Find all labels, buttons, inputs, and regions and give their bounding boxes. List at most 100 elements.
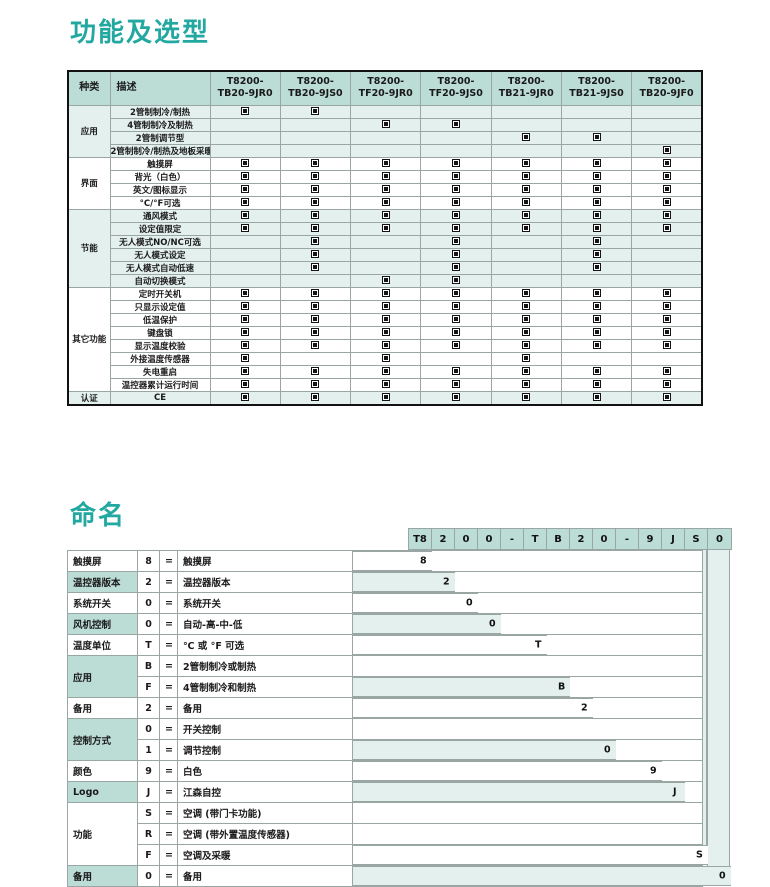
mark-cell-empty <box>631 117 703 132</box>
check-square-icon <box>311 302 320 310</box>
check-square-icon <box>381 172 390 180</box>
model-code-line2: TF20-9JS0 <box>429 88 483 100</box>
model-code-char-1: T8 <box>409 529 432 549</box>
mark-cell-supported <box>560 377 633 392</box>
mark-cell-empty <box>279 143 352 158</box>
mark-cell-empty <box>350 234 422 249</box>
naming-description: 4管制制冷和制热 <box>177 676 353 698</box>
naming-table-body: 触摸屏 8 = 触摸屏 8 温控器版本 2 = 温控器版本 2 系统开关 0 = 系统开关 0 风机控制 0 = 自… <box>67 550 731 887</box>
leader-line <box>353 635 547 655</box>
naming-equals: = <box>159 844 178 866</box>
table-row: 节能 通风模式 <box>67 208 703 288</box>
naming-code: 2 <box>137 697 160 719</box>
mark-cell-supported <box>350 273 422 288</box>
mark-cell-supported <box>350 195 422 210</box>
check-square-icon <box>241 211 250 219</box>
mark-cell-supported <box>560 169 633 184</box>
check-square-icon <box>241 107 250 115</box>
header-category: 种类 <box>67 70 111 106</box>
check-square-icon <box>241 380 250 388</box>
check-square-icon <box>311 185 320 193</box>
table-row: 其它功能 定时开关机 <box>67 286 703 392</box>
feature-description: °C/°F可选 <box>109 195 211 210</box>
mark-cell-empty <box>279 351 352 366</box>
mark-cell-supported <box>209 325 281 340</box>
mark-cell-supported <box>209 169 281 184</box>
check-square-icon <box>451 393 460 401</box>
leader-code-char: 0 <box>489 618 496 630</box>
naming-leader-cell: B <box>352 676 703 698</box>
naming-code: S <box>137 802 160 824</box>
check-square-icon <box>311 315 320 323</box>
feature-description: 无人模式设定 <box>109 247 211 262</box>
leader-code-char: 8 <box>420 555 427 567</box>
mark-cell-supported <box>560 364 633 379</box>
naming-label: 温控器版本 <box>67 571 138 593</box>
mark-cell-supported <box>490 351 562 366</box>
header-model-4: T8200- TF20-9JS0 <box>420 70 492 106</box>
features-table-body: 应用 2管制制冷/制热 4管制制冷及制热 2管制调节型 2管制制冷/制热及地板采暖 界面触… <box>67 104 703 405</box>
naming-label: 温度单位 <box>67 634 138 656</box>
naming-code: J <box>137 781 160 803</box>
check-square-icon <box>451 250 460 258</box>
check-square-icon <box>451 172 460 180</box>
check-square-icon <box>522 289 531 297</box>
mark-cell-supported <box>420 221 492 236</box>
mark-cell-supported <box>279 247 352 262</box>
check-square-icon <box>662 380 671 388</box>
mark-cell-supported <box>420 260 492 275</box>
naming-equals: = <box>159 697 178 719</box>
naming-code: 0 <box>137 718 160 740</box>
naming-equals: = <box>159 823 178 845</box>
table-row: °C/°F可选 <box>68 195 703 210</box>
naming-row: F = 4管制制冷和制热 B <box>68 676 703 698</box>
mark-cell-supported <box>490 338 562 353</box>
leader-code-char: 9 <box>650 765 657 777</box>
check-square-icon <box>241 172 250 180</box>
check-square-icon <box>662 302 671 310</box>
mark-cell-supported <box>560 182 633 197</box>
check-square-icon <box>381 328 390 336</box>
header-model-5: T8200- TB21-9JR0 <box>490 70 562 106</box>
naming-equals: = <box>159 802 178 824</box>
mark-cell-empty <box>209 247 281 262</box>
check-square-icon <box>522 198 531 206</box>
naming-label: 风机控制 <box>67 613 138 635</box>
mark-cell-supported <box>420 299 492 314</box>
model-code-line1: T8200- <box>367 76 405 88</box>
naming-label: 备用 <box>67 865 138 887</box>
mark-cell-empty <box>350 247 422 262</box>
mark-cell-supported <box>350 377 422 392</box>
mark-cell-supported <box>420 234 492 249</box>
leader-line <box>353 698 593 718</box>
mark-cell-supported <box>279 234 352 249</box>
check-square-icon <box>522 380 531 388</box>
check-square-icon <box>592 185 601 193</box>
model-code-char-7: B <box>547 529 570 549</box>
table-row: 设定值限定 <box>68 221 703 236</box>
naming-row: 温控器版本 2 = 温控器版本 2 <box>67 571 703 593</box>
model-code-line2: TB21-9JS0 <box>569 88 624 100</box>
leader-code-char: 0 <box>604 744 611 756</box>
mark-cell-empty <box>631 273 703 288</box>
leader-code-char: 2 <box>581 702 588 714</box>
category-cell-2: 界面 <box>67 156 111 210</box>
mark-cell-empty <box>490 260 562 275</box>
check-square-icon <box>522 224 531 232</box>
naming-label: 触摸屏 <box>67 550 138 572</box>
mark-cell-supported <box>350 169 422 184</box>
check-square-icon <box>592 328 601 336</box>
mark-cell-supported <box>631 312 703 327</box>
naming-row: Logo J = 江森自控 J <box>67 781 703 803</box>
check-square-icon <box>662 211 671 219</box>
naming-description: 备用 <box>177 865 353 887</box>
mark-cell-supported <box>279 260 352 275</box>
table-row: 显示温度校验 <box>68 338 703 353</box>
model-code-char-6: T <box>524 529 547 549</box>
naming-equals: = <box>159 676 178 698</box>
check-square-icon <box>592 133 601 141</box>
check-square-icon <box>451 237 460 245</box>
mark-cell-supported <box>350 299 422 314</box>
feature-description: 2管制调节型 <box>109 130 211 145</box>
header-description: 描述 <box>109 70 211 106</box>
